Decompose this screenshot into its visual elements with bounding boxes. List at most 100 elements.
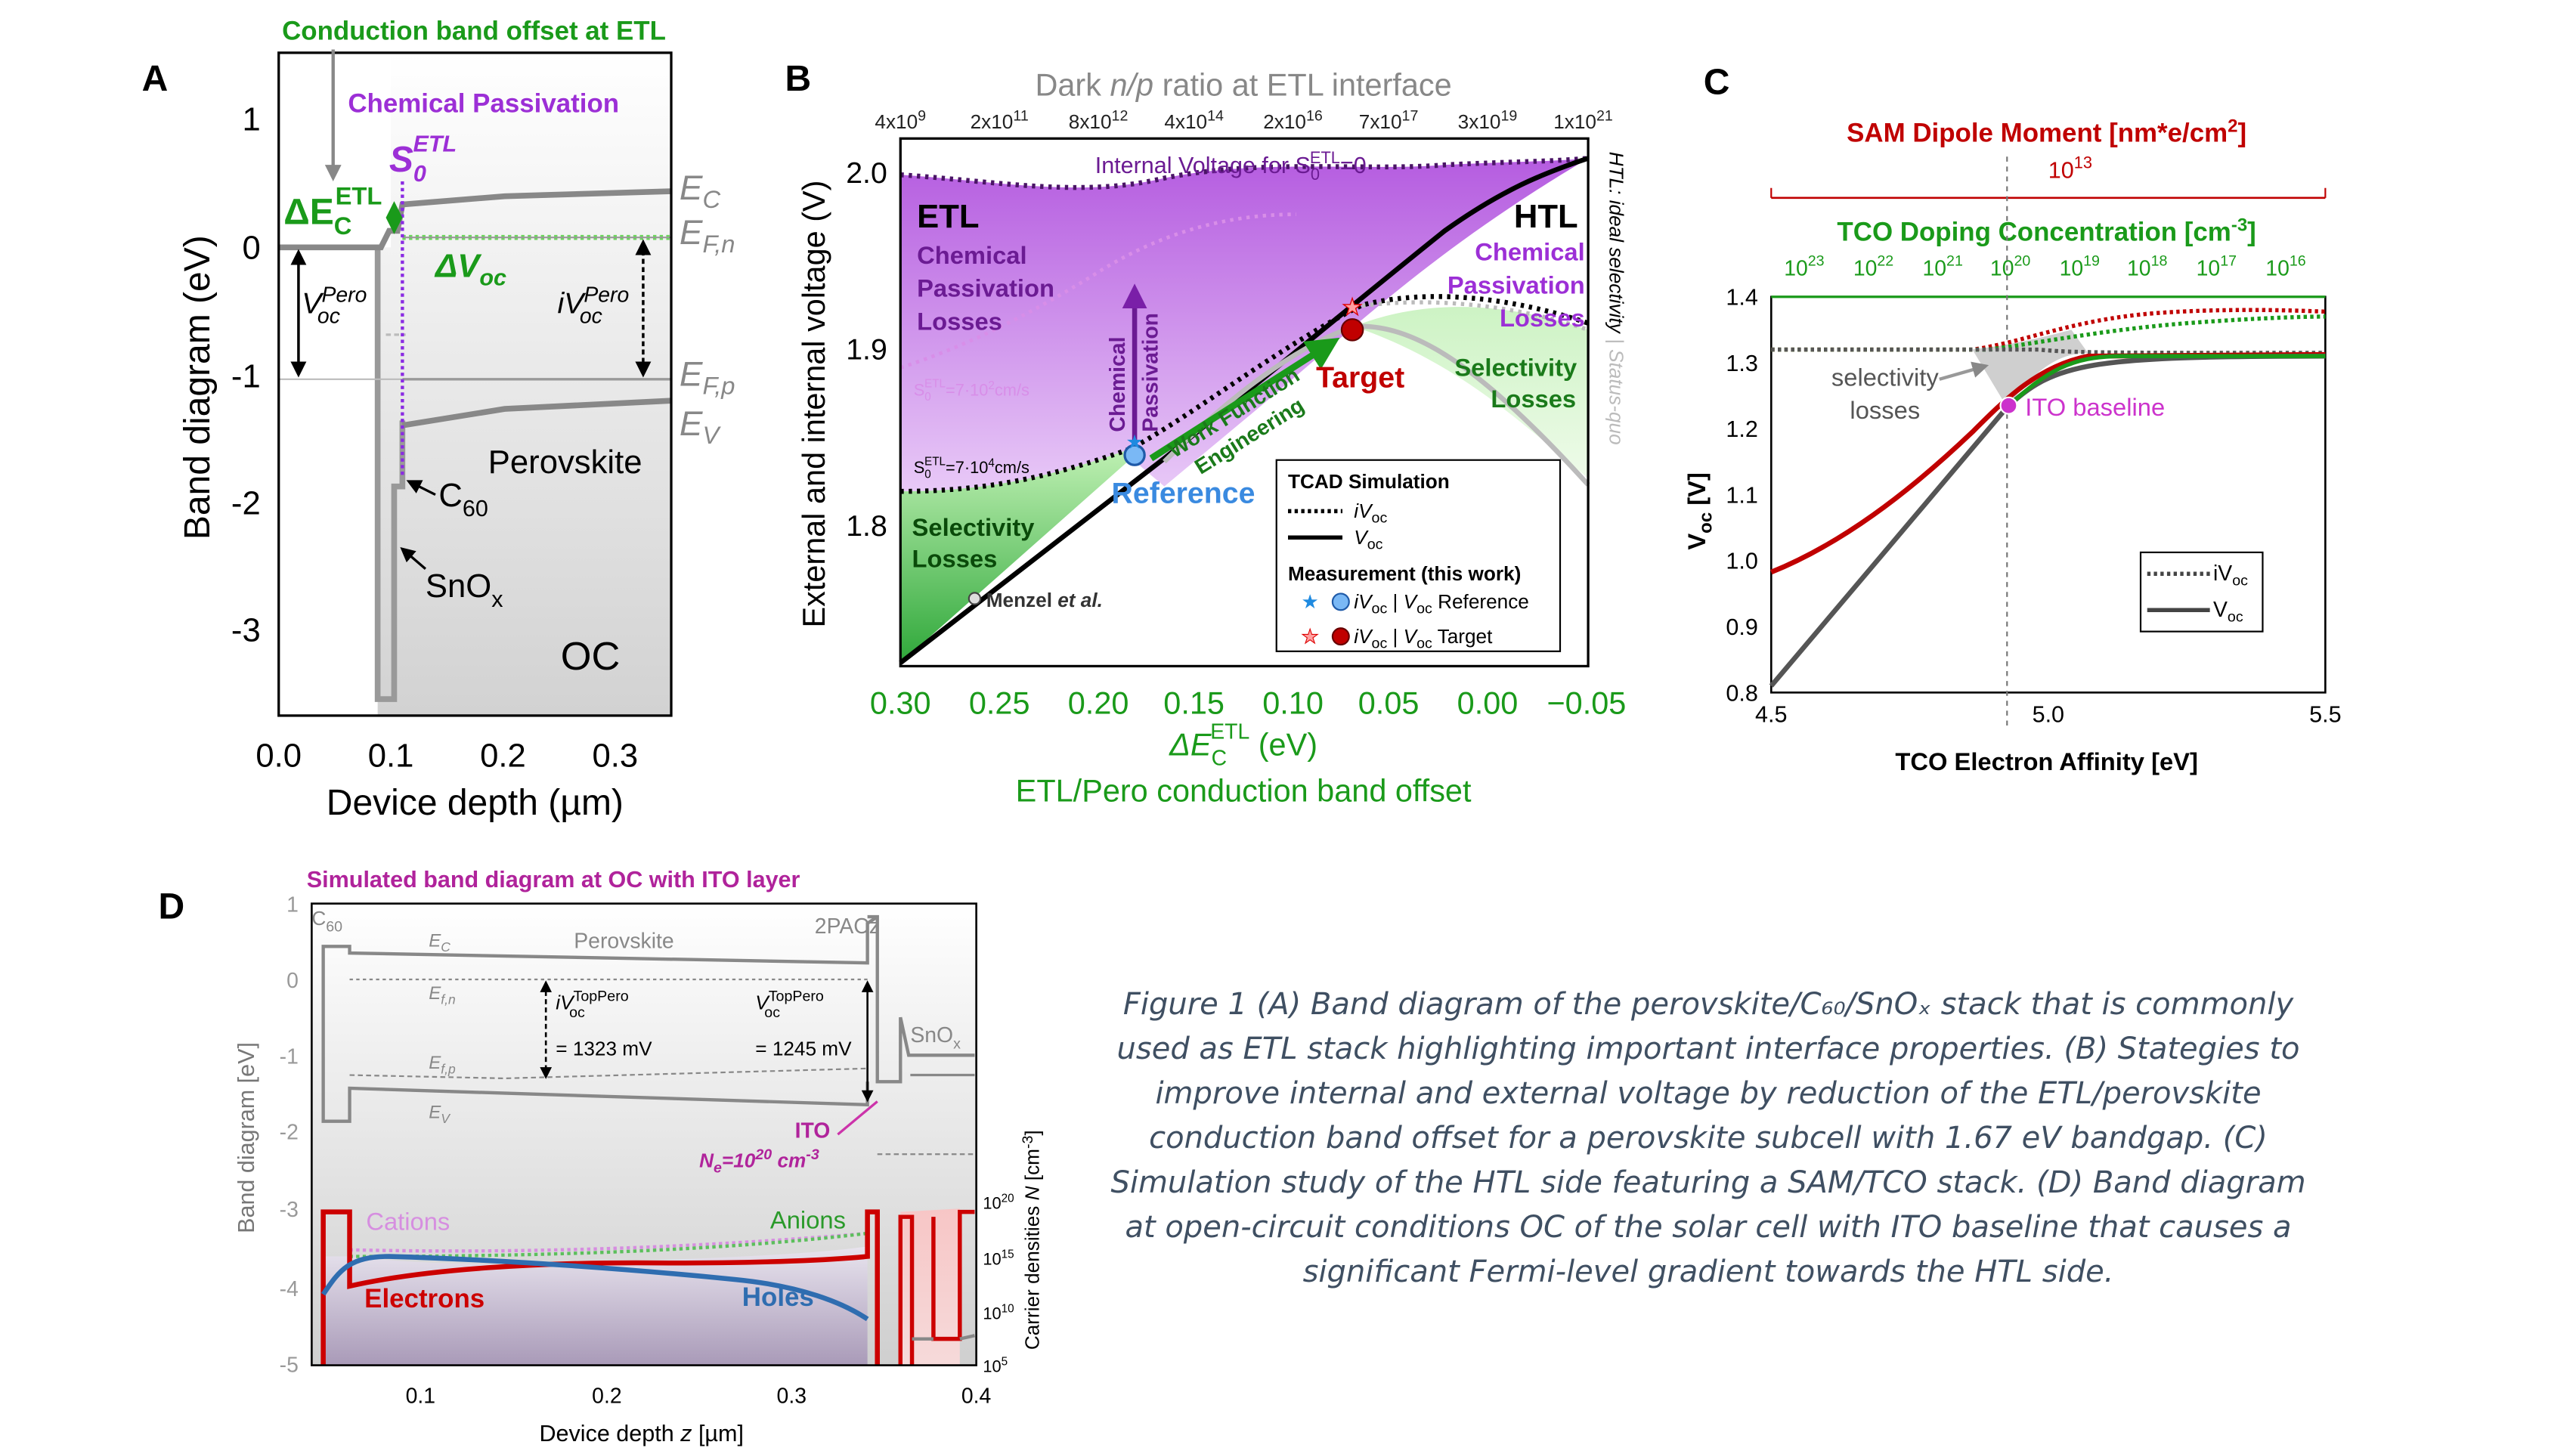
panel-d-xtick-03: 0.3 [777, 1384, 807, 1409]
panel-b-legend-tgt-star: ★ [1301, 625, 1318, 648]
panel-d-ytick-0: 0 [286, 969, 299, 993]
panel-c: C SAM Dipole Moment [nm*e/cm2] 1013 TCO … [1683, 62, 2342, 775]
panel-d-perovskite: Perovskite [574, 930, 673, 954]
panel-c-voc-red [1770, 351, 2326, 575]
panel-b-legend-ref-circle [1331, 592, 1350, 611]
panel-c-dop-tick-2: 1021 [1922, 252, 1962, 280]
panel-d-xtick-01: 0.1 [406, 1384, 435, 1409]
panel-c-sel-1: losses [1850, 396, 1920, 424]
panel-d-ytick-1: 1 [286, 893, 299, 917]
panel-a-ytick-m3: -3 [231, 613, 261, 649]
panel-b-status-quo-ivoc [1353, 300, 1589, 332]
panel-b-s0-1: S0ETL=7·102cm/s [914, 378, 1029, 404]
panel-b-legend-voc: Voc [1354, 526, 1382, 553]
panel-d-cations: Cations [366, 1208, 450, 1236]
panel-c-top-axis2-ticks: 1023 1022 1021 1020 1019 1018 1017 1016 [1784, 252, 2306, 280]
panel-b-etl-loss-1: Passivation [917, 274, 1054, 302]
panel-d-xtick-04: 0.4 [961, 1384, 991, 1409]
panel-c-selectivity: selectivity losses [1831, 364, 1939, 425]
panel-a-xticks: 0.0 0.1 0.2 0.3 [255, 738, 638, 775]
panel-b-etl-loss-0: Chemical [917, 241, 1026, 269]
panel-d-y2tick-15: 1015 [983, 1248, 1014, 1269]
panel-b-top-axis: Dark n/p ratio at ETL interface [1035, 67, 1451, 103]
panel-b-xticks: 0.30 0.25 0.20 0.15 0.10 0.05 0.00 −0.05 [870, 685, 1626, 721]
panel-b-label: B [785, 59, 812, 99]
panel-b-ylabel: External and internal voltage (V) [796, 181, 831, 628]
panel-c-dop-tick-5: 1018 [2127, 252, 2167, 280]
panel-d-ytick-m5: -5 [280, 1353, 299, 1377]
panel-c-xlabel: TCO Electron Affinity [eV] [1895, 747, 2198, 775]
panel-d-sno: SnOx [910, 1023, 961, 1053]
panel-a-label: A [142, 59, 169, 99]
panel-b-xtick-5: 0.05 [1358, 685, 1420, 721]
panel-c-dop-tick-1: 1022 [1853, 252, 1893, 280]
panel-b-ytick-19: 1.9 [846, 333, 887, 367]
panel-a-xtick-3: 0.3 [592, 738, 638, 775]
panel-d-c60: C60 [311, 907, 342, 936]
caption-line: used as ETL stack highlighting important… [1116, 1032, 2300, 1066]
panel-b-toptick-2: 8x1012 [1069, 107, 1129, 133]
panel-b-sel-right-0: Selectivity [1454, 353, 1577, 381]
panel-b-xlabel2: ETL/Pero conduction band offset [1016, 772, 1472, 808]
panel-d-holes: Holes [742, 1282, 814, 1312]
panel-b-htl-loss-1: Passivation [1447, 271, 1585, 299]
panel-d-cations-line [349, 1231, 868, 1253]
panel-a-ylabel: Band diagram (eV) [178, 235, 218, 540]
panel-d-ev-label: EV [429, 1102, 450, 1126]
caption-line: at open-circuit conditions OC of the sol… [1125, 1210, 2292, 1245]
panel-b-xtick-0: 0.30 [870, 685, 931, 721]
panel-b-chem-arrow-label-1: Passivation [1139, 313, 1163, 432]
figure-caption: Figure 1 (A) Band diagram of the perovsk… [1088, 982, 2328, 1295]
panel-c-ito-label: ITO baseline [2025, 393, 2165, 421]
panel-d-xlabel: Device depth z [µm] [540, 1421, 744, 1446]
panel-b-top-ticks: 4x109 2x1011 8x1012 4x1014 2x1016 7x1017… [875, 107, 1612, 133]
panel-b-toptick-7: 1x1021 [1553, 107, 1613, 133]
panel-c-label: C [1704, 62, 1730, 102]
panel-c-xtick-50: 5.0 [2033, 702, 2064, 728]
panel-a-delta-v: ΔVoc [434, 249, 506, 291]
panel-a-xlabel: Device depth (µm) [327, 783, 624, 823]
panel-b-htl-losses: Chemical Passivation Losses [1447, 238, 1585, 332]
panel-a-delta-e: ΔECETL [283, 182, 382, 240]
panel-b-legend-ref: iVoc | Voc Reference [1354, 590, 1529, 617]
panel-b-wfe-arrow [1149, 337, 1340, 462]
panel-a-ivoc-pero: iVPero oc [557, 283, 629, 328]
panel-d-ytick-m4: -4 [280, 1277, 299, 1301]
panel-d-y2tick-10: 1010 [983, 1303, 1014, 1323]
panel-b-etl-losses: Chemical Passivation Losses [917, 241, 1054, 335]
panel-c-dop-tick-4: 1019 [2060, 252, 2100, 280]
panel-a-oc: OC [561, 635, 621, 679]
panel-b-htl-loss-2: Losses [1500, 304, 1585, 332]
panel-c-legend-ivoc: iVoc [2213, 562, 2248, 589]
panel-d-xtick-02: 0.2 [592, 1384, 621, 1409]
panel-b-reference: Reference [1112, 476, 1255, 509]
panel-b-ytick-20: 2.0 [846, 156, 887, 190]
panel-b-toptick-3: 4x1014 [1164, 107, 1224, 133]
panel-d-y2tick-20: 1020 [983, 1193, 1014, 1213]
panel-b-green-right [1354, 307, 1589, 478]
panel-d-voc: VTopPero oc [755, 988, 824, 1021]
panel-d-ito-arrow [837, 1100, 878, 1136]
panel-a: A Conduction band offset at ETL 1 0 -1 -… [142, 16, 735, 822]
panel-c-dop-tick-3: 1020 [1990, 252, 2030, 280]
panel-b-frame [899, 137, 1590, 668]
panel-b-htl-loss-0: Chemical [1475, 238, 1584, 266]
panel-a-s0: S0ETL [389, 131, 457, 187]
panel-b-toptick-6: 3x1019 [1458, 107, 1518, 133]
panel-d-y2tick-5: 105 [983, 1356, 1008, 1376]
panel-d-label: D [158, 886, 184, 927]
panel-b-purple-fill [900, 158, 1589, 492]
panel-b-xtick-4: 0.10 [1262, 685, 1324, 721]
panel-c-legend-voc: Voc [2213, 598, 2243, 626]
panel-d-ylabel2: Carrier densities N [cm-3] [1020, 1130, 1044, 1350]
panel-b-target: Target [1316, 361, 1404, 394]
panel-b-xtick-7: −0.05 [1547, 685, 1626, 721]
panel-a-ev-line [401, 398, 672, 428]
panel-a-c60: C60 [438, 478, 488, 521]
panel-c-ytick-11: 1.1 [1726, 482, 1757, 508]
panel-d-voc-val: = 1245 mV [755, 1037, 852, 1060]
panel-a-xtick-2: 0.2 [480, 738, 526, 775]
panel-b-chem-arrow-label-0: Chemical [1106, 337, 1130, 432]
panel-b-legend-ivoc: iVoc [1354, 500, 1387, 527]
panel-d-xticks: 0.1 0.2 0.3 0.4 [406, 1384, 992, 1409]
